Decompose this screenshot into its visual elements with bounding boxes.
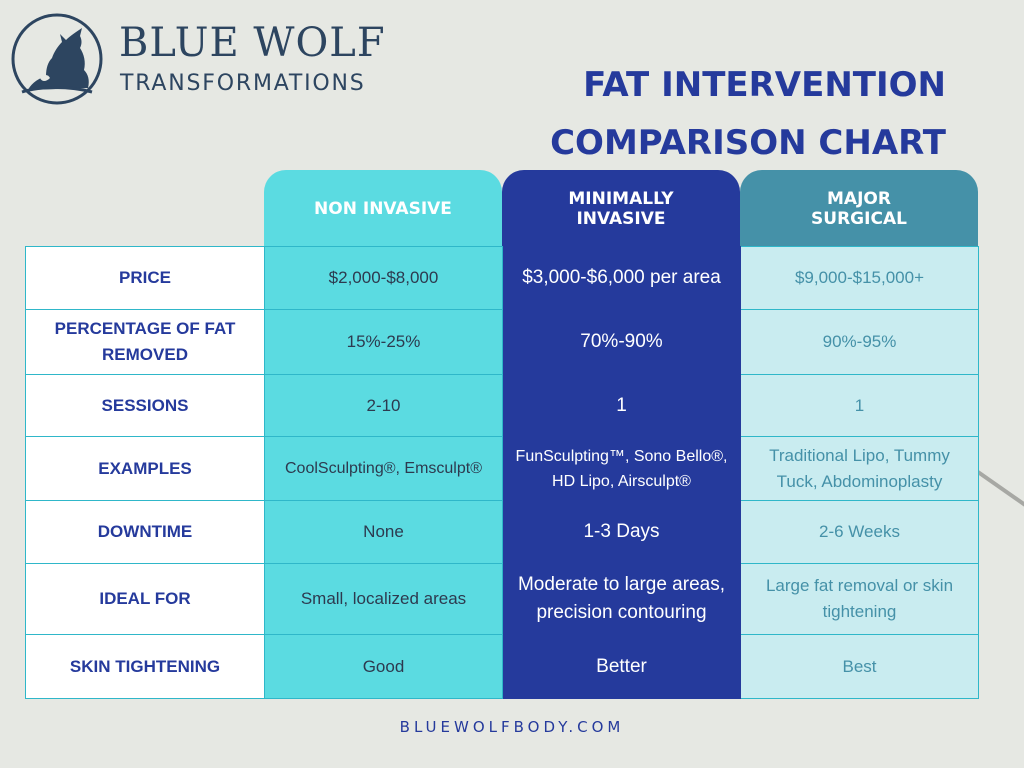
cell-non-invasive: None	[264, 500, 503, 564]
cell-major-surgical: 90%-95%	[740, 309, 979, 375]
row-label: SKIN TIGHTENING	[25, 634, 265, 699]
howling-wolf-icon	[28, 28, 89, 90]
cell-minimally-invasive: 1-3 Days	[502, 500, 741, 564]
row-label: PERCENTAGE OF FAT REMOVED	[25, 309, 265, 375]
brand-name: BLUE WOLF	[119, 20, 386, 66]
column-header-minimally-invasive: MINIMALLY INVASIVE	[502, 170, 740, 247]
column-header-non-invasive: NON INVASIVE	[264, 170, 502, 247]
column-header-major-surgical: MAJOR SURGICAL	[740, 170, 978, 247]
cell-major-surgical: 1	[740, 374, 979, 437]
cell-minimally-invasive: 1	[502, 374, 741, 437]
row-label: SESSIONS	[25, 374, 265, 437]
cell-minimally-invasive: 70%-90%	[502, 309, 741, 375]
table-row-price: PRICE $2,000-$8,000 $3,000-$6,000 per ar…	[25, 246, 979, 310]
decorative-line	[976, 470, 1024, 514]
website-url[interactable]: BLUEWOLFBODY.COM	[399, 718, 625, 736]
brand-subtitle: TRANSFORMATIONS	[120, 71, 366, 96]
cell-non-invasive: 2-10	[264, 374, 503, 437]
cell-non-invasive: Small, localized areas	[264, 563, 503, 635]
table-row-ideal-for: IDEAL FOR Small, localized areas Moderat…	[25, 563, 979, 635]
comparison-table: PRICE $2,000-$8,000 $3,000-$6,000 per ar…	[25, 246, 979, 699]
table-row-downtime: DOWNTIME None 1-3 Days 2-6 Weeks	[25, 500, 979, 564]
page-title: FAT INTERVENTION COMPARISON CHART	[550, 56, 946, 172]
cell-major-surgical: $9,000-$15,000+	[740, 246, 979, 310]
row-label: PRICE	[25, 246, 265, 310]
table-row-fat-removed: PERCENTAGE OF FAT REMOVED 15%-25% 70%-90…	[25, 309, 979, 375]
cell-non-invasive: $2,000-$8,000	[264, 246, 503, 310]
cell-minimally-invasive: FunSculpting™, Sono Bello®, HD Lipo, Air…	[502, 436, 741, 501]
row-label: IDEAL FOR	[25, 563, 265, 635]
table-row-examples: EXAMPLES CoolSculpting®, Emsculpt® FunSc…	[25, 436, 979, 501]
row-label: EXAMPLES	[25, 436, 265, 501]
logo-icon	[11, 13, 103, 105]
cell-major-surgical: 2-6 Weeks	[740, 500, 979, 564]
cell-major-surgical: Traditional Lipo, Tummy Tuck, Abdominopl…	[740, 436, 979, 501]
cell-minimally-invasive: Better	[502, 634, 741, 699]
table-row-sessions: SESSIONS 2-10 1 1	[25, 374, 979, 437]
cell-major-surgical: Large fat removal or skin tightening	[740, 563, 979, 635]
cell-non-invasive: CoolSculpting®, Emsculpt®	[264, 436, 503, 501]
cell-minimally-invasive: Moderate to large areas, precision conto…	[502, 563, 741, 635]
cell-major-surgical: Best	[740, 634, 979, 699]
cell-non-invasive: 15%-25%	[264, 309, 503, 375]
title-line-1: FAT INTERVENTION	[583, 65, 946, 105]
title-line-2: COMPARISON CHART	[550, 123, 946, 163]
cell-non-invasive: Good	[264, 634, 503, 699]
table-row-skin-tightening: SKIN TIGHTENING Good Better Best	[25, 634, 979, 699]
cell-minimally-invasive: $3,000-$6,000 per area	[502, 246, 741, 310]
row-label: DOWNTIME	[25, 500, 265, 564]
